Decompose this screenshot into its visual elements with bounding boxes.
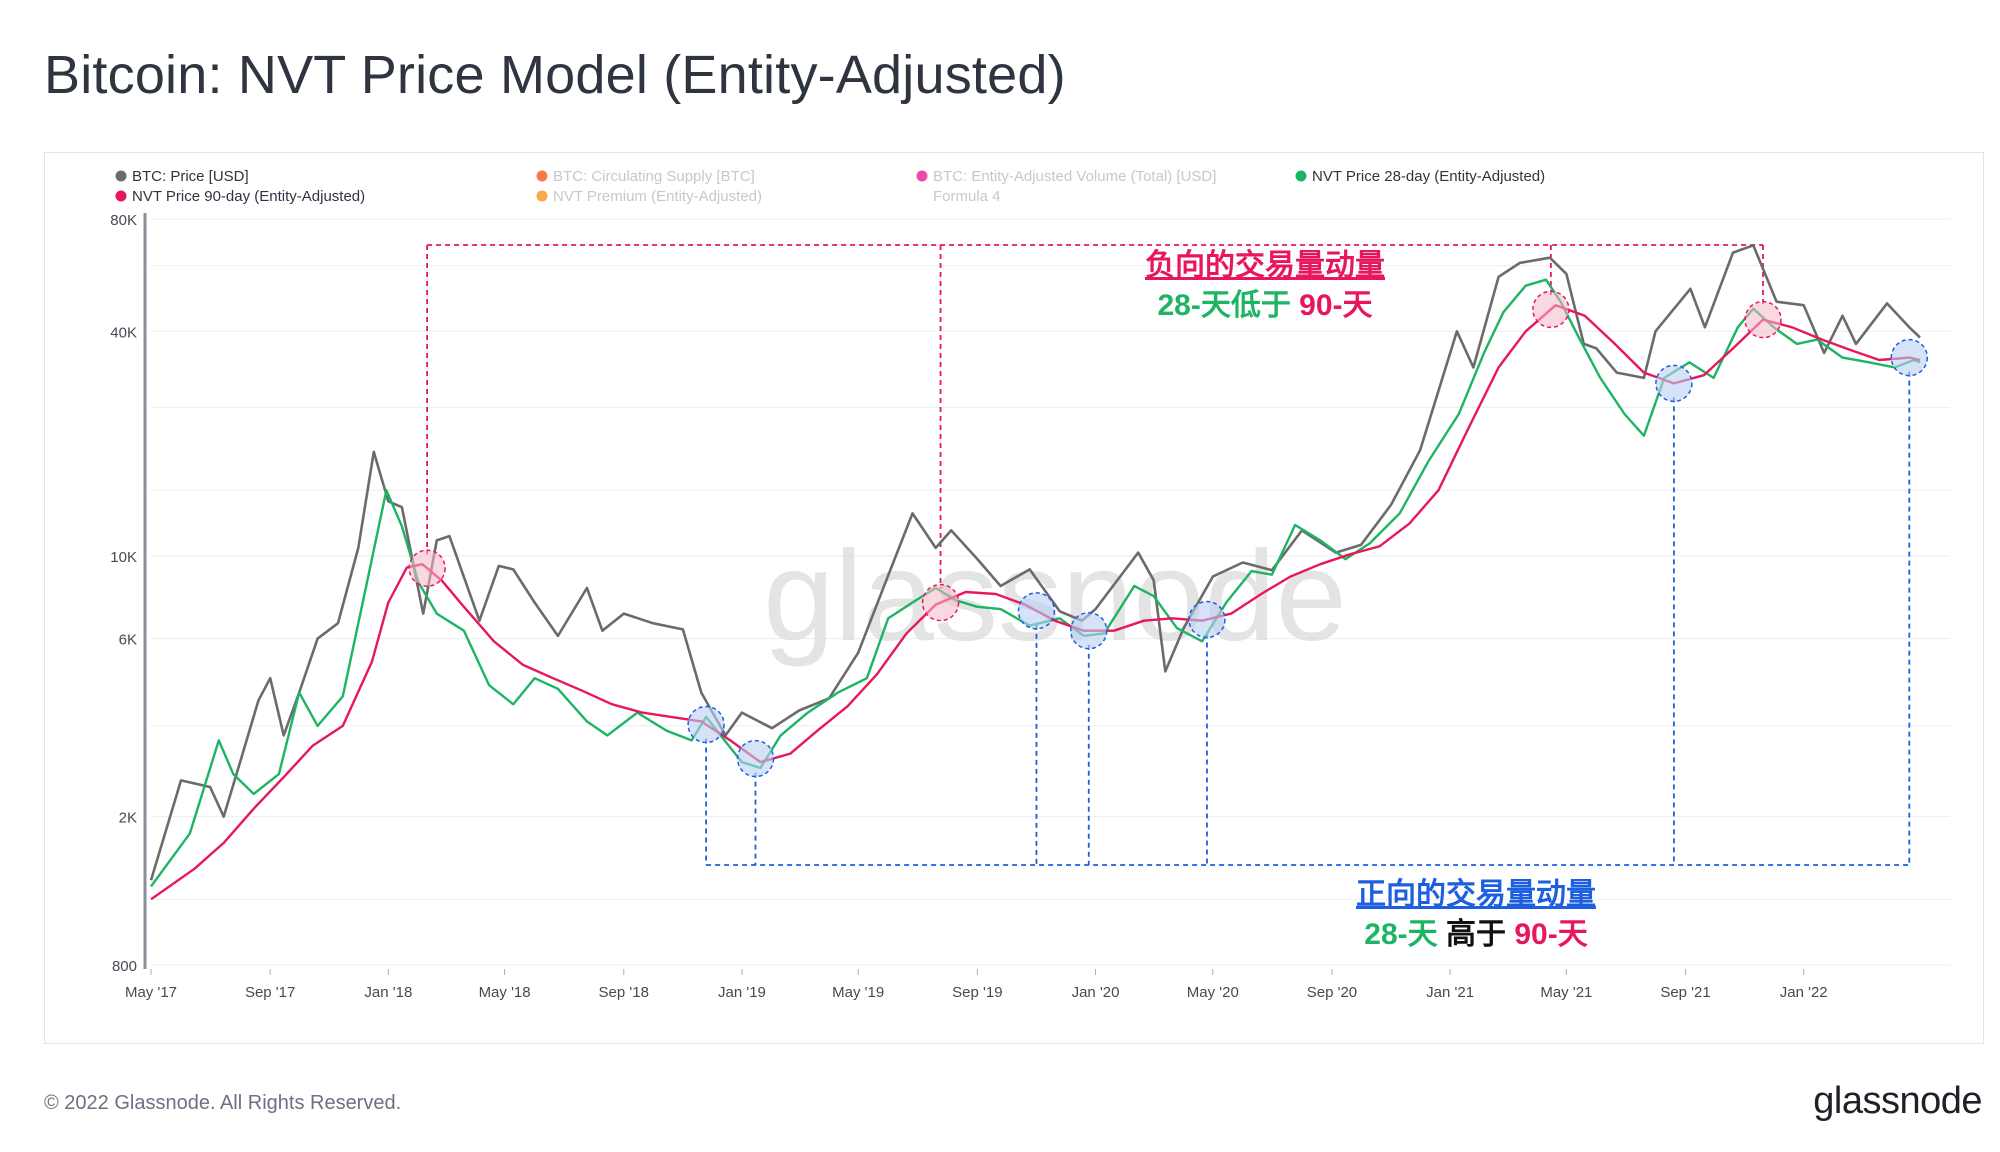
x-tick-label: May '19 bbox=[832, 984, 884, 1001]
legend-label: BTC: Circulating Supply [BTC] bbox=[553, 168, 755, 185]
negative-crossover-marker bbox=[1744, 300, 1782, 339]
x-tick-label: Sep '20 bbox=[1307, 984, 1357, 1001]
positive-crossover-marker bbox=[1017, 592, 1056, 630]
x-tick-label: Sep '18 bbox=[599, 984, 649, 1001]
y-tick-label: 800 bbox=[112, 958, 137, 975]
y-tick-label: 80K bbox=[110, 212, 137, 229]
x-tick-label: May '21 bbox=[1540, 984, 1592, 1001]
crossover-markers bbox=[408, 290, 1929, 778]
x-tick-label: Jan '22 bbox=[1780, 984, 1828, 1001]
legend-label: BTC: Entity-Adjusted Volume (Total) [USD… bbox=[933, 168, 1216, 185]
x-tick-label: Sep '19 bbox=[952, 984, 1002, 1001]
legend-label: NVT Premium (Entity-Adjusted) bbox=[553, 188, 762, 205]
positive-90d-label: 90-天 bbox=[1514, 918, 1587, 951]
x-tick-label: May '17 bbox=[125, 984, 177, 1001]
x-tick-label: Jan '19 bbox=[718, 984, 766, 1001]
grid bbox=[151, 218, 1950, 966]
x-tick-label: May '18 bbox=[479, 984, 531, 1001]
x-tick-label: May '20 bbox=[1187, 984, 1239, 1001]
footer-copyright: © 2022 Glassnode. All Rights Reserved. bbox=[44, 1092, 402, 1114]
legend-dot bbox=[536, 190, 548, 202]
positive-momentum-title: 正向的交易量动量 bbox=[1356, 877, 1596, 911]
x-tick-label: Sep '21 bbox=[1660, 984, 1710, 1001]
chart-frame: glassnode 800 2K 6K 10K 40K 80K May '17 Sep '17… bbox=[44, 152, 1984, 1044]
legend-label: Formula 4 bbox=[933, 188, 1001, 205]
y-tick-label: 2K bbox=[119, 810, 137, 827]
positive-crossover-marker bbox=[1070, 611, 1108, 650]
positive-crossover-marker bbox=[736, 739, 775, 778]
axes: 800 2K 6K 10K 40K 80K May '17 Sep '17 Jan '18 May… bbox=[110, 212, 1827, 1001]
negative-90d-label: 90-天 bbox=[1299, 289, 1372, 322]
y-tick-label: 6K bbox=[119, 632, 137, 649]
legend-label: NVT Price 28-day (Entity-Adjusted) bbox=[1312, 168, 1545, 185]
negative-momentum-title: 负向的交易量动量 bbox=[1145, 248, 1385, 282]
crossover-guides bbox=[426, 244, 1911, 866]
positive-crossover-marker bbox=[1188, 600, 1226, 639]
positive-crossover-marker bbox=[687, 705, 725, 744]
legend: BTC: Price [USD] BTC: Circulating Supply … bbox=[115, 168, 1545, 205]
x-tick-label: Jan '21 bbox=[1426, 984, 1474, 1001]
negative-crossover-marker bbox=[408, 549, 446, 587]
positive-crossover-marker bbox=[1890, 338, 1929, 377]
legend-dot bbox=[1295, 170, 1307, 182]
negative-28d-label: 28-天低于 bbox=[1157, 289, 1299, 322]
legend-label: BTC: Price [USD] bbox=[132, 168, 249, 185]
negative-crossover-marker bbox=[1532, 290, 1570, 329]
y-tick-label: 40K bbox=[110, 324, 137, 341]
y-tick-label: 10K bbox=[110, 549, 137, 566]
positive-28d-label: 28-天 bbox=[1364, 918, 1446, 951]
legend-dot bbox=[916, 170, 928, 182]
positive-crossover-marker bbox=[1655, 364, 1693, 403]
page-title: Bitcoin: NVT Price Model (Entity-Adjuste… bbox=[44, 45, 1066, 105]
x-tick-label: Sep '17 bbox=[245, 984, 295, 1001]
x-tick-label: Jan '20 bbox=[1072, 984, 1120, 1001]
legend-dot bbox=[115, 190, 127, 202]
positive-momentum-subtitle: 28-天 高于 90-天 bbox=[1364, 918, 1587, 951]
negative-momentum-subtitle: 28-天低于 90-天 bbox=[1157, 289, 1372, 322]
legend-dot bbox=[536, 170, 548, 182]
legend-label: NVT Price 90-day (Entity-Adjusted) bbox=[132, 188, 365, 205]
footer-logo: glassnode bbox=[1813, 1080, 1982, 1122]
negative-crossover-marker bbox=[921, 583, 960, 622]
legend-dot bbox=[115, 170, 127, 182]
positive-above-label: 高于 bbox=[1446, 918, 1514, 951]
x-tick-label: Jan '18 bbox=[364, 984, 412, 1001]
